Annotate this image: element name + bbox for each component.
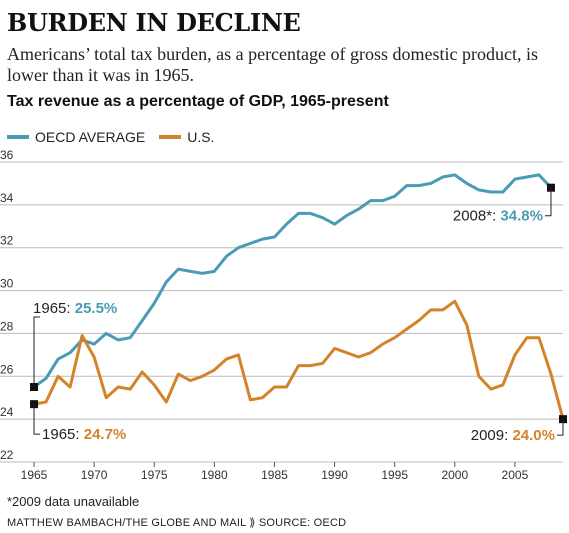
annotation-us-2009-prefix: 2009: <box>471 427 513 444</box>
deck-text: Americans’ total tax burden, as a percen… <box>7 44 538 85</box>
headline: BURDEN IN DECLINE <box>7 8 301 37</box>
annotation-oecd-1965-value: 25.5% <box>75 300 118 317</box>
annotation-us-2009-value: 24.0% <box>512 427 555 444</box>
legend-swatch-oecd <box>7 135 29 139</box>
legend-item-us: U.S. <box>159 129 214 145</box>
annotation-us-2009: 2009: 24.0% <box>471 427 555 444</box>
legend-label-us: U.S. <box>187 129 215 145</box>
annotation-oecd-2008-prefix: 2008*: <box>453 208 501 225</box>
x-tick-label-1975: 1975 <box>141 468 168 482</box>
x-tick-label-1985: 1985 <box>261 468 288 482</box>
leader-us-1965 <box>33 404 41 435</box>
legend-swatch-us <box>159 135 182 139</box>
x-tick-label-2005: 2005 <box>502 468 529 482</box>
y-tick-label-34: 34 <box>0 191 14 205</box>
x-tick-label-1995: 1995 <box>381 468 408 482</box>
legend-item-oecd: OECD AVERAGE <box>7 129 145 145</box>
y-tick-label-22: 22 <box>0 448 14 462</box>
annotation-oecd-1965: 1965: 25.5% <box>33 300 117 317</box>
annotation-oecd-2008-value: 34.8% <box>500 208 543 225</box>
y-tick-label-28: 28 <box>0 319 14 333</box>
leader-us-2009 <box>557 419 564 436</box>
y-tick-label-30: 30 <box>0 277 14 291</box>
x-tick-label-1990: 1990 <box>321 468 348 482</box>
chart-title: Tax revenue as a percentage of GDP, 1965… <box>7 93 389 110</box>
series-line-oecd <box>32 173 553 389</box>
annotation-oecd-1965-prefix: 1965: <box>33 300 75 317</box>
y-tick-label-24: 24 <box>0 405 14 419</box>
x-tick-label-2000: 2000 <box>441 468 468 482</box>
x-tick-label-1965: 1965 <box>21 468 48 482</box>
footnote: *2009 data unavailable <box>7 494 140 509</box>
leader-oecd-1965 <box>33 316 41 387</box>
legend-label-oecd: OECD AVERAGE <box>35 129 146 145</box>
y-tick-label-32: 32 <box>0 234 14 248</box>
series-line-us <box>32 299 565 421</box>
annotation-us-1965-value: 24.7% <box>84 426 127 443</box>
annotation-oecd-2008: 2008*: 34.8% <box>453 208 543 225</box>
legend: OECD AVERAGE U.S. <box>7 128 228 146</box>
y-tick-label-26: 26 <box>0 362 14 376</box>
leader-oecd-2008 <box>544 187 552 217</box>
annotation-us-1965-prefix: 1965: <box>42 426 84 443</box>
y-tick-label-36: 36 <box>0 148 14 162</box>
credit-line: MATTHEW BAMBACH/THE GLOBE AND MAIL ⟫ SOU… <box>7 517 347 529</box>
x-tick-label-1980: 1980 <box>201 468 228 482</box>
annotation-us-1965: 1965: 24.7% <box>42 426 126 443</box>
x-tick-label-1970: 1970 <box>81 468 108 482</box>
